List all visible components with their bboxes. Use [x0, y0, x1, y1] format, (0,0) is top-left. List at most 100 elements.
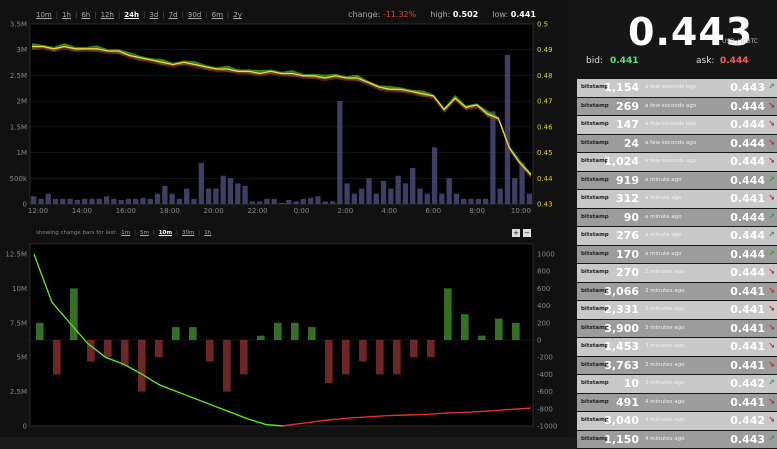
x-tick: 18:00 [160, 207, 180, 215]
volume-bar [417, 189, 422, 204]
trade-time: a few seconds ago [645, 121, 696, 127]
trade-price: 0.442 [730, 377, 765, 390]
trade-exchange: bitstamp [581, 380, 609, 386]
volume-bar [60, 199, 65, 204]
volume-bar [279, 203, 284, 204]
change-bar-down [206, 340, 214, 362]
y-tick-right: 600 [537, 285, 550, 293]
trade-time: 4 minutes ago [645, 436, 685, 442]
y-tick-right: 400 [537, 302, 550, 310]
trade-amount: 147 [616, 118, 639, 131]
x-tick: 22:00 [247, 207, 267, 215]
trade-exchange: bitstamp [581, 121, 609, 127]
volume-bar [352, 194, 357, 204]
arrow-down-icon: ↘ [768, 119, 775, 128]
volume-bar [337, 101, 342, 204]
trade-amount: 10 [624, 377, 639, 390]
trade-exchange: bitstamp [581, 177, 609, 183]
arrow-up-icon: ↗ [768, 230, 775, 239]
volume-bar [235, 183, 240, 204]
y-tick-left: 500k [10, 175, 28, 183]
trade-time: a few seconds ago [645, 158, 696, 164]
y-tick-right: 0.47 [537, 98, 553, 106]
trade-amount: 3,900 [604, 322, 639, 335]
volume-bar [199, 163, 204, 204]
x-tick: 12:00 [28, 207, 48, 215]
volume-bar [126, 199, 131, 204]
trade-exchange: bitstamp [581, 140, 609, 146]
volume-bar [162, 186, 167, 204]
change-bar-down [104, 340, 112, 357]
change-bar-down [223, 340, 231, 392]
trade-price: 0.443 [730, 81, 765, 94]
y-tick-left: 3M [17, 46, 28, 54]
volume-bar [228, 178, 233, 204]
volume-bar [308, 198, 313, 204]
y-tick-left: 2.5M [10, 388, 27, 396]
volume-bar [476, 199, 481, 204]
arrow-up-icon: ↗ [768, 212, 775, 221]
trade-amount: 491 [616, 396, 639, 409]
price-unit: USD / mBTC [722, 38, 758, 45]
trade-time: a minute ago [645, 232, 682, 238]
y-tick-right: 0.5 [537, 21, 548, 29]
trade-amount: 1,024 [604, 155, 639, 168]
y-tick-right: 0.44 [537, 175, 553, 183]
volume-bar [468, 199, 473, 204]
volume-bar [53, 199, 58, 204]
change-bar-up [308, 327, 316, 340]
y-tick-left: 10M [12, 285, 27, 293]
price-volume-chart: 0500k1M1.5M2M2.5M3M3.5M0.430.440.450.460… [0, 18, 560, 224]
arrow-down-icon: ↘ [768, 193, 775, 202]
arrow-up-icon: ↗ [768, 175, 775, 184]
volume-bar [323, 201, 328, 204]
trade-time: 2 minutes ago [645, 288, 685, 294]
change-bar-down [410, 340, 418, 357]
trade-price: 0.441 [730, 340, 765, 353]
volume-bar [403, 183, 408, 204]
volume-bar [286, 200, 291, 204]
change-bars-chart: 02.5M5M7.5M10M12.5M-1000-800-600-400-200… [0, 226, 560, 431]
change-bar-down [121, 340, 129, 366]
trade-price: 0.443 [730, 433, 765, 446]
y-tick-left: 2.5M [10, 72, 27, 80]
y-tick-left: 7.5M [10, 319, 27, 327]
volume-bar [250, 201, 255, 204]
trade-price: 0.444 [730, 211, 765, 224]
volume-bar [395, 176, 400, 204]
trade-amount: 3,040 [604, 414, 639, 427]
volume-bar [264, 199, 269, 204]
volume-bar [498, 189, 503, 204]
trade-time: a minute ago [645, 214, 682, 220]
volume-bar [191, 199, 196, 204]
change-bar-up [36, 323, 44, 340]
change-bar-down [325, 340, 333, 383]
x-tick: 4:00 [381, 207, 397, 215]
y-tick-right: -600 [537, 388, 553, 396]
trade-price: 0.441 [730, 359, 765, 372]
volume-bar [257, 201, 262, 204]
volume-bar [155, 194, 160, 204]
change-bar-down [155, 340, 163, 357]
volume-bar [344, 183, 349, 204]
y-tick-right: -200 [537, 354, 553, 362]
volume-bar [454, 194, 459, 204]
ask-label: ask: [696, 56, 714, 66]
trade-price: 0.444 [730, 266, 765, 279]
y-tick-right: 0.43 [537, 201, 553, 209]
volume-bar [293, 201, 298, 204]
change-bar-down [342, 340, 350, 374]
arrow-down-icon: ↘ [768, 360, 775, 369]
volume-bar [133, 199, 138, 204]
trade-amount: 276 [616, 229, 639, 242]
volume-bar [75, 200, 80, 204]
y-tick-right: 200 [537, 319, 550, 327]
